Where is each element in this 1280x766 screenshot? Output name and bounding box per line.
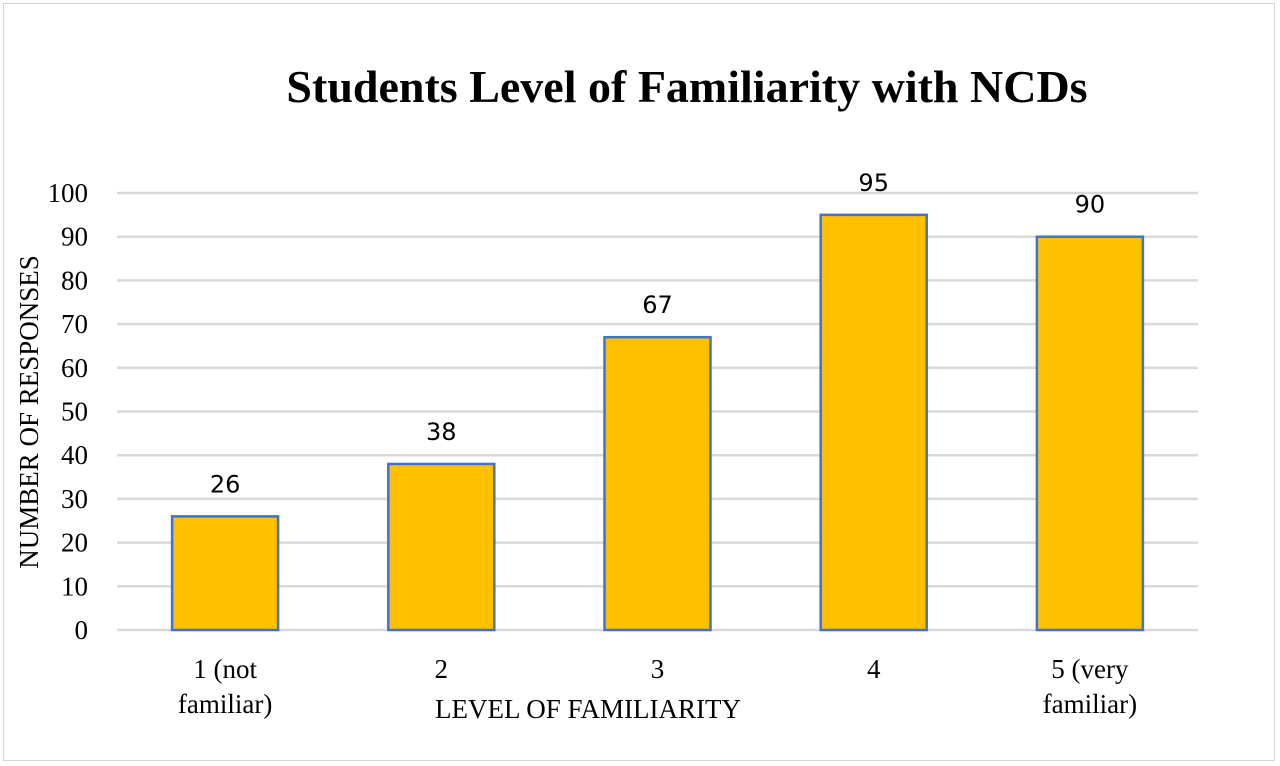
- y-tick-label: 10: [61, 571, 88, 601]
- y-tick-label: 100: [48, 178, 89, 208]
- data-label: 67: [642, 291, 673, 319]
- bar: [170, 515, 280, 632]
- x-tick-label: 3: [651, 654, 665, 684]
- x-tick-label: 1 (not familiar): [178, 654, 272, 719]
- y-tick-label: 90: [61, 222, 88, 252]
- y-tick-label: 50: [61, 397, 88, 427]
- chart-title: Students Level of Familiarity with NCDs: [286, 61, 1087, 112]
- y-axis-label: NUMBER OF RESPONSES: [14, 255, 44, 569]
- x-tick-labels: 1 (not familiar) 2 3 4 5 (very familiar): [178, 654, 1137, 719]
- x-axis-label: LEVEL OF FAMILIARITY: [435, 694, 741, 724]
- y-tick-label: 30: [61, 484, 88, 514]
- data-labels: 26 38 67 95 90: [210, 169, 1105, 499]
- bar: [603, 335, 712, 632]
- bars: [170, 213, 1145, 632]
- y-tick-label: 20: [61, 528, 88, 558]
- data-label: 38: [426, 418, 457, 446]
- data-label: 26: [210, 470, 241, 498]
- data-label: 95: [858, 169, 889, 197]
- y-tick-label: 80: [61, 265, 88, 295]
- y-tick-labels: 0 10 20 30 40 50 60 70 80 90 100: [48, 178, 89, 645]
- bar: [387, 462, 496, 632]
- x-tick-label: 4: [867, 654, 881, 684]
- x-tick-label: 5 (very familiar): [1043, 654, 1137, 719]
- y-tick-label: 40: [61, 440, 88, 470]
- x-tick-label: 2: [435, 654, 449, 684]
- gridlines: [117, 191, 1198, 632]
- bar: [1035, 235, 1145, 632]
- y-tick-label: 0: [75, 615, 89, 645]
- data-label: 90: [1075, 191, 1106, 219]
- y-tick-label: 70: [61, 309, 88, 339]
- bar: [819, 213, 928, 632]
- y-tick-label: 60: [61, 353, 88, 383]
